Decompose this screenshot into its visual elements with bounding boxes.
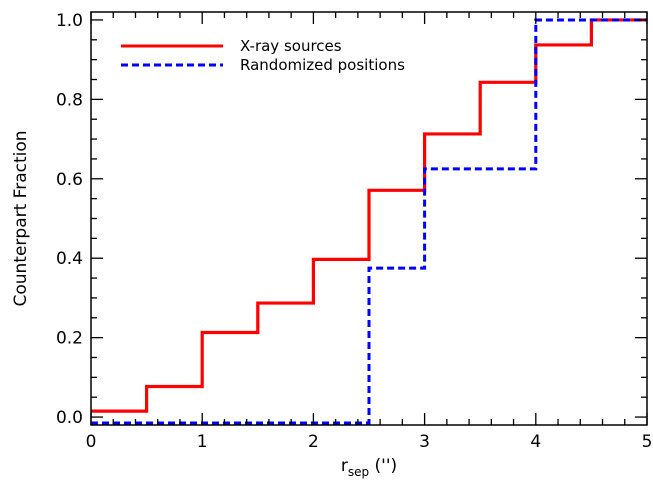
x-axis-label: rsep ('') xyxy=(341,456,397,479)
y-axis-label: Counterpart Fraction xyxy=(11,130,31,306)
x-axis-label-main: r xyxy=(341,456,348,476)
y-tick-label: 1.0 xyxy=(56,11,83,31)
y-tick-label: 0.0 xyxy=(56,408,83,428)
x-tick-label: 1 xyxy=(197,432,208,452)
y-tick-label: 0.4 xyxy=(56,249,83,269)
y-tick-label: 0.6 xyxy=(56,170,83,190)
x-tick-label: 0 xyxy=(86,432,97,452)
legend-label: X-ray sources xyxy=(240,37,342,55)
x-tick-label: 4 xyxy=(530,432,541,452)
y-tick-label: 0.2 xyxy=(56,329,83,349)
x-axis-label-subscript: sep xyxy=(348,465,369,479)
series-layer xyxy=(91,18,647,425)
x-tick-label: 3 xyxy=(419,432,430,452)
x-tick-label: 5 xyxy=(642,432,653,452)
series-line-xray-sources xyxy=(91,18,647,413)
legend-label: Randomized positions xyxy=(240,56,405,74)
x-tick-label: 2 xyxy=(308,432,319,452)
ticks-layer: 0 1 2 3 4 5 0.0 0.2 0.4 0.6 0.8 1.0 xyxy=(56,11,652,452)
x-axis-label-suffix: ('') xyxy=(369,456,397,476)
y-tick-label: 0.8 xyxy=(56,90,83,110)
